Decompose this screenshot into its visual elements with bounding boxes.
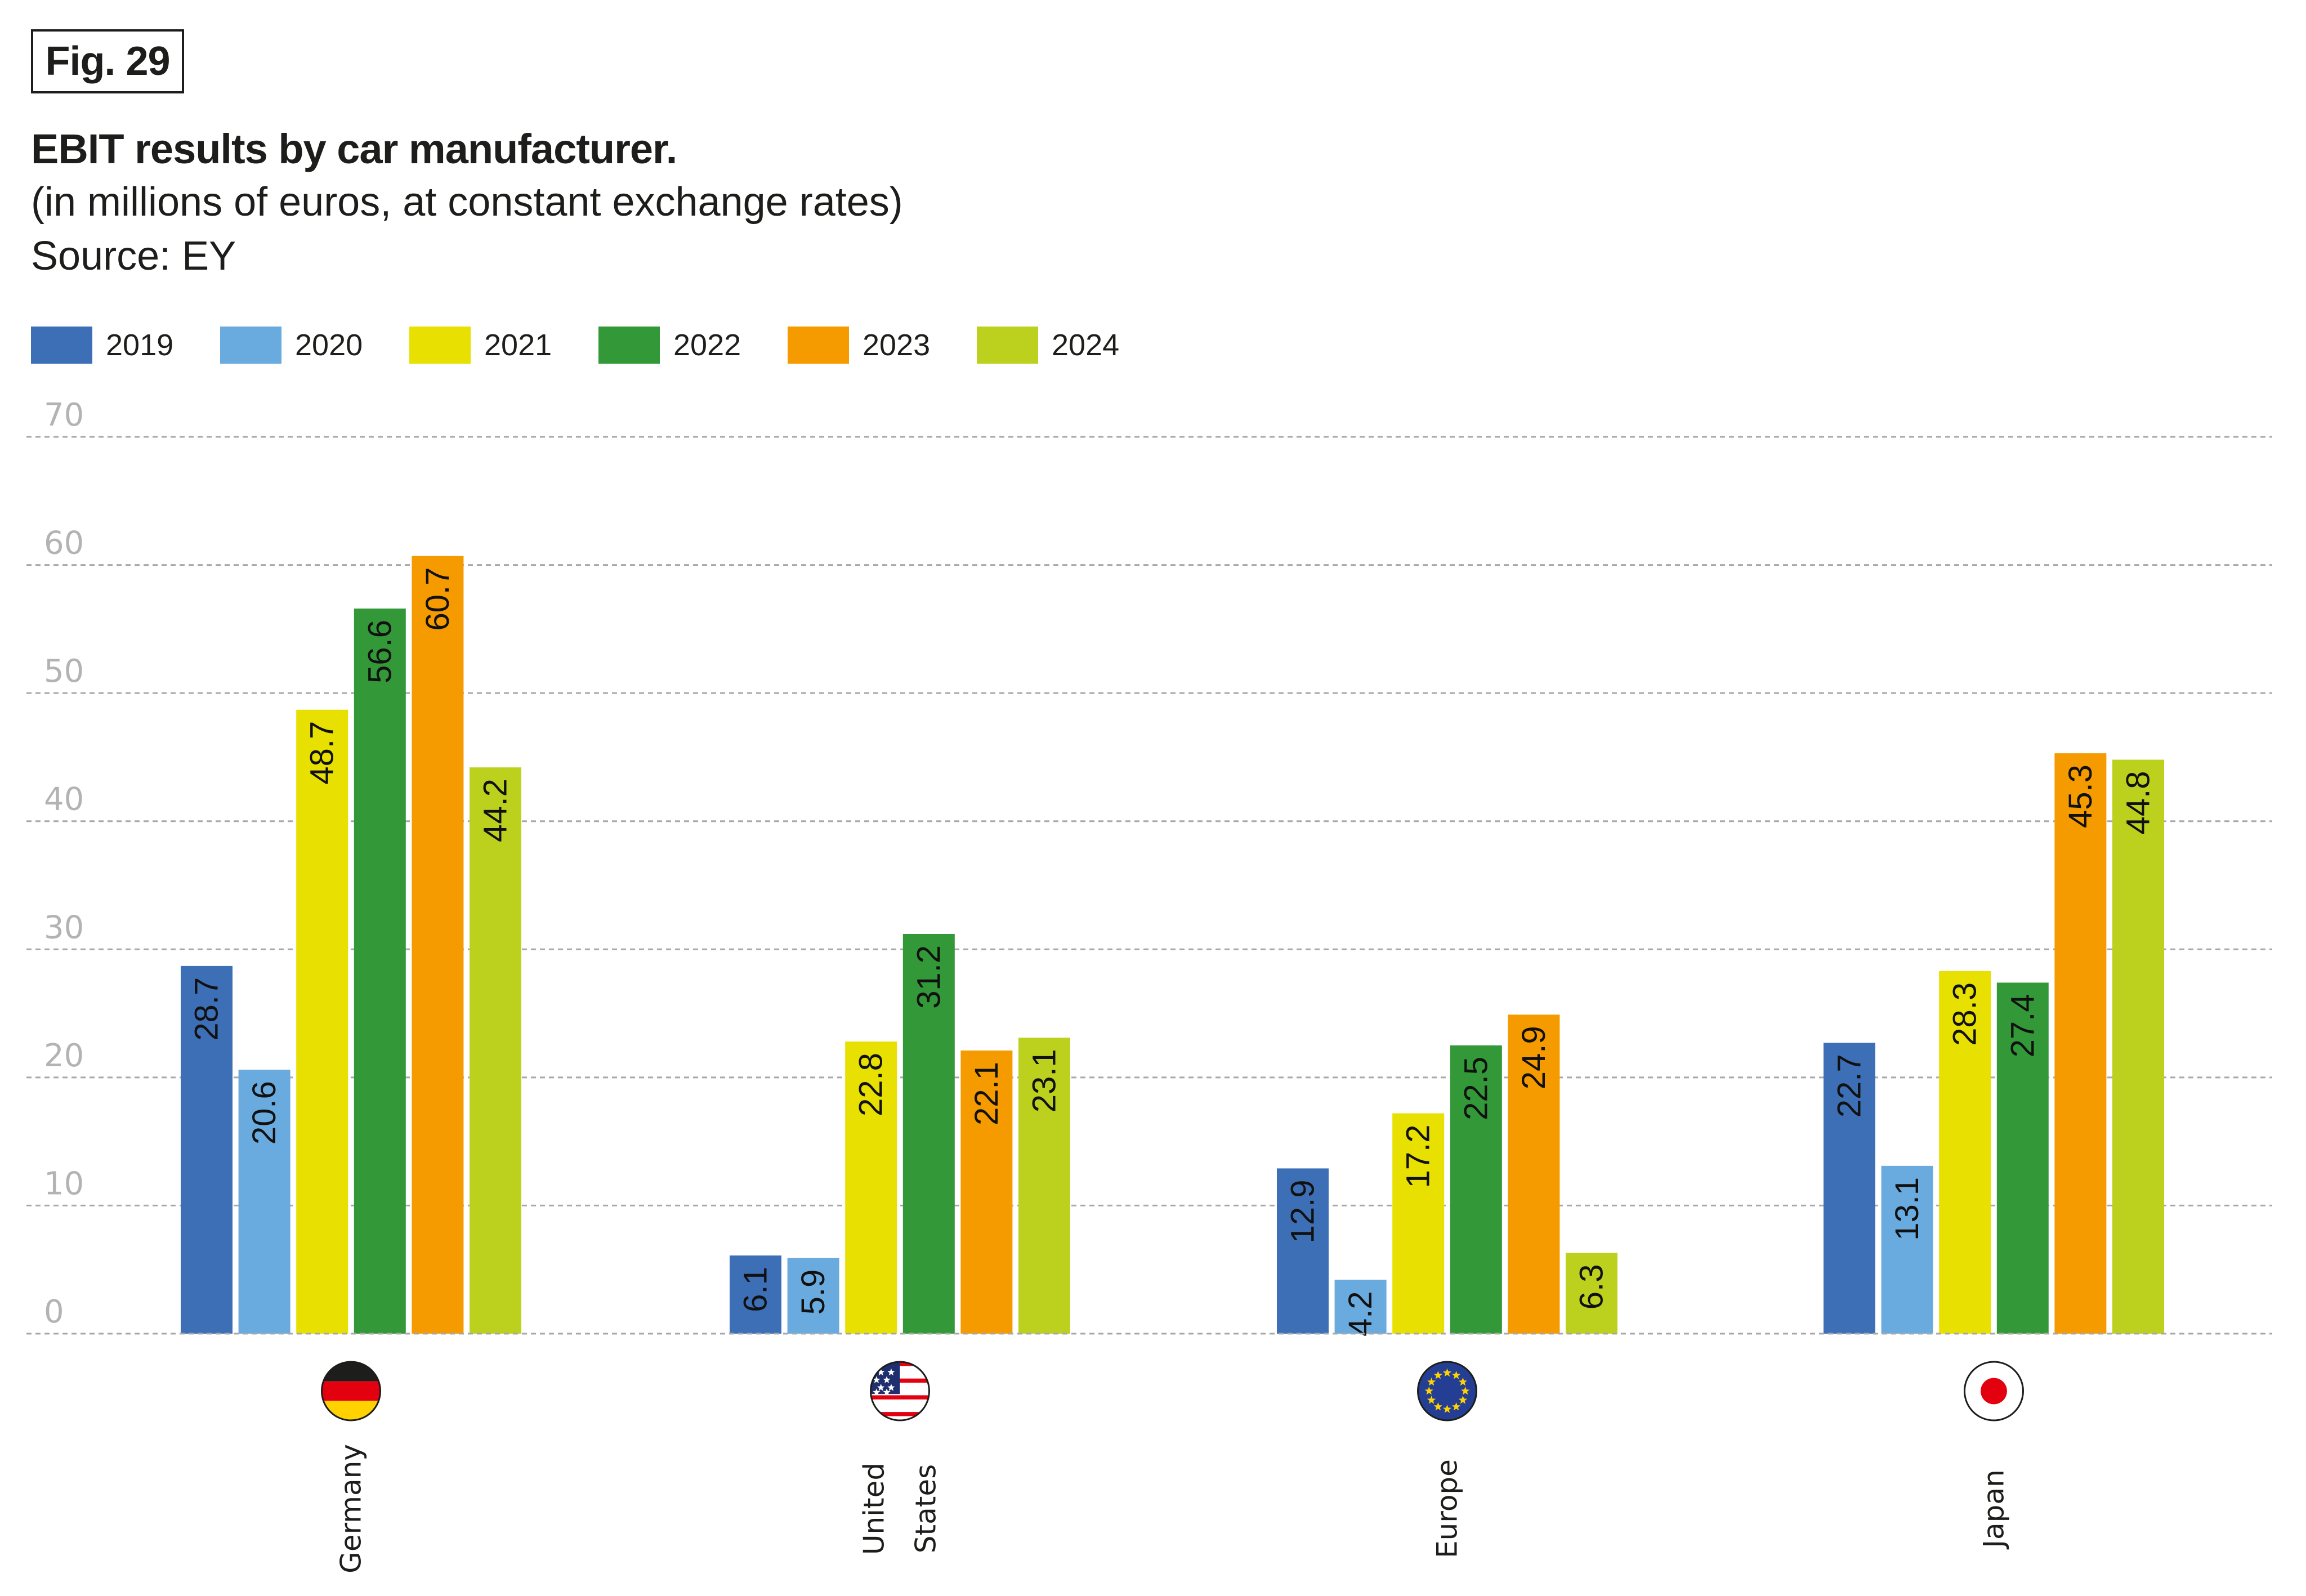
usa-flag-icon [870, 1361, 930, 1421]
bar-value-label: 28.3 [1947, 982, 1983, 1046]
chart-source: Source: EY [31, 234, 236, 279]
legend-swatch [598, 327, 660, 364]
bar-value-label: 44.8 [2120, 771, 2157, 834]
bar-value-label: 44.2 [477, 779, 514, 842]
category-label: Germany [335, 1444, 368, 1573]
legend-item-2024: 2024 [977, 327, 1119, 364]
bar [1824, 1043, 1875, 1334]
bar [2112, 759, 2164, 1334]
bar [412, 556, 464, 1334]
bar-value-label: 60.7 [419, 567, 456, 631]
legend-label: 2020 [295, 328, 363, 362]
legend-swatch [220, 327, 281, 364]
bar-value-label: 5.9 [795, 1269, 832, 1315]
bar [470, 767, 521, 1334]
y-tick-label: 20 [44, 1038, 84, 1074]
bar-value-label: 27.4 [2004, 994, 2041, 1057]
bar-value-label: 6.1 [738, 1267, 774, 1312]
bar [1392, 1113, 1445, 1334]
eu-flag-icon [1417, 1361, 1477, 1421]
bar-value-label: 45.3 [2062, 765, 2099, 828]
japan-flag-icon [1964, 1361, 2024, 1421]
y-tick-label: 10 [44, 1165, 84, 1202]
bar-value-label: 20.6 [246, 1081, 283, 1145]
bar [1334, 1280, 1387, 1334]
legend-swatch [31, 327, 92, 364]
bar-value-label: 56.6 [361, 620, 398, 683]
legend-item-2019: 2019 [31, 327, 173, 364]
category-label: States [910, 1464, 942, 1553]
bar-value-label: 12.9 [1285, 1179, 1321, 1243]
bar [2054, 753, 2107, 1334]
bar [1018, 1038, 1070, 1334]
germany-flag-icon [321, 1361, 381, 1421]
y-tick-label: 40 [44, 781, 84, 818]
legend-label: 2023 [862, 328, 931, 362]
bar-value-label: 22.1 [968, 1062, 1005, 1125]
bar [354, 608, 406, 1334]
legend-item-2020: 2020 [220, 327, 363, 364]
bar [1277, 1168, 1329, 1334]
legend-item-2023: 2023 [788, 327, 930, 364]
bar-value-label: 28.7 [189, 977, 225, 1041]
legend-item-2022: 2022 [598, 327, 741, 364]
y-tick-label: 70 [44, 397, 84, 433]
y-tick-label: 0 [44, 1294, 64, 1330]
bar [1881, 1165, 1933, 1334]
bar-value-label: 22.5 [1458, 1057, 1494, 1120]
legend-label: 2022 [673, 328, 741, 362]
figure-number-badge: Fig. 29 [31, 29, 184, 93]
bar [730, 1255, 781, 1334]
bar [787, 1258, 839, 1334]
legend-label: 2019 [106, 328, 174, 362]
bar [1939, 971, 1991, 1334]
bar-value-label: 13.1 [1889, 1177, 1925, 1241]
bar [238, 1070, 291, 1334]
bar [960, 1050, 1013, 1334]
bar [181, 965, 233, 1334]
bar-value-label: 48.7 [304, 721, 341, 785]
category-label: Japan [1978, 1469, 2010, 1549]
legend-label: 2021 [484, 328, 552, 362]
bar [1450, 1045, 1502, 1334]
bar [902, 933, 955, 1334]
chart-subtitle: (in millions of euros, at constant excha… [31, 180, 903, 225]
bar-value-label: 6.3 [1574, 1264, 1610, 1310]
bar [1508, 1014, 1560, 1334]
y-tick-label: 30 [44, 909, 84, 946]
legend-swatch [977, 327, 1038, 364]
category-label: Europe [1431, 1459, 1464, 1558]
bar-value-label: 4.2 [1342, 1291, 1379, 1336]
legend-swatch [409, 327, 471, 364]
category-label: United [858, 1463, 891, 1555]
y-tick-label: 60 [44, 525, 84, 562]
bar [1996, 982, 2049, 1334]
legend-item-2021: 2021 [409, 327, 552, 364]
bar-value-label: 24.9 [1516, 1026, 1552, 1089]
y-tick-label: 50 [44, 653, 84, 690]
bar-value-label: 22.7 [1831, 1054, 1868, 1117]
bar-value-label: 22.8 [853, 1053, 890, 1116]
bar [1566, 1253, 1617, 1334]
bar [296, 709, 348, 1334]
legend-label: 2024 [1052, 328, 1120, 362]
legend-swatch [788, 327, 849, 364]
figure-number: Fig. 29 [45, 39, 170, 84]
bar-value-label: 23.1 [1026, 1049, 1063, 1112]
bar-value-label: 31.2 [910, 945, 947, 1009]
chart-title: EBIT results by car manufacturer. [31, 126, 677, 172]
bar [845, 1041, 897, 1334]
bar-value-label: 17.2 [1400, 1125, 1437, 1188]
